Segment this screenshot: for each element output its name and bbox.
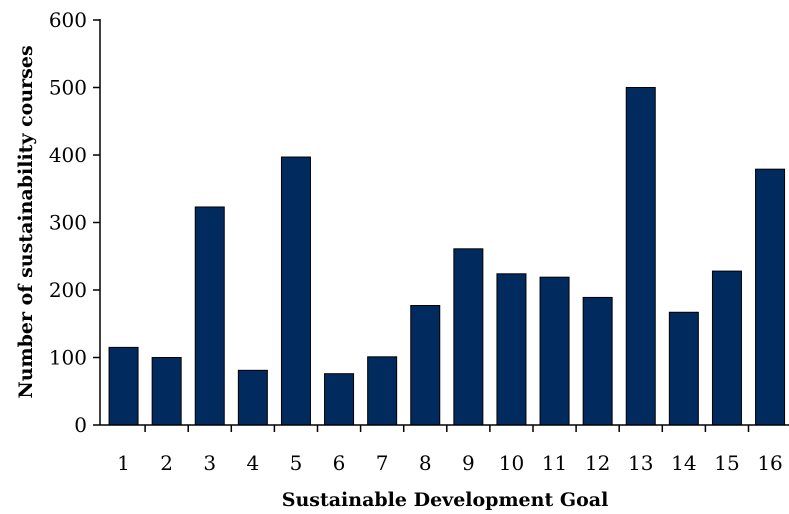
y-axis: 0 100 200 300 400 500 600 [49, 8, 101, 437]
y-tick-label: 200 [49, 278, 87, 302]
bar-sdg-14 [668, 311, 699, 426]
x-tick-label: 1 [117, 451, 130, 475]
bar-sdg-11 [539, 276, 570, 426]
x-tick-label: 7 [376, 451, 389, 475]
x-axis-title: Sustainable Development Goal [282, 489, 609, 511]
y-tick-label: 600 [49, 8, 87, 32]
bar-sdg-9 [453, 248, 484, 426]
bar-sdg-5 [280, 156, 311, 426]
x-tick-label: 5 [290, 451, 303, 475]
x-tick-label: 11 [542, 451, 567, 475]
y-axis-title: Number of sustainability courses [15, 45, 37, 398]
bar-sdg-8 [410, 305, 441, 426]
bar-sdg-15 [711, 270, 742, 426]
y-tick-label: 300 [49, 211, 87, 235]
x-tick-label: 15 [714, 451, 739, 475]
x-tick-label: 6 [333, 451, 346, 475]
y-tick-label: 0 [74, 413, 87, 437]
y-tick-label: 400 [49, 143, 87, 167]
bar-sdg-6 [324, 373, 355, 426]
x-tick-label: 16 [757, 451, 782, 475]
x-tick-label: 10 [499, 451, 524, 475]
bar-sdg-10 [496, 273, 527, 426]
bar-sdg-13 [625, 87, 656, 426]
x-axis: 1 2 3 4 5 6 7 8 9 10 11 12 13 14 15 16 [100, 424, 789, 475]
bar-sdg-7 [367, 356, 398, 426]
x-tick-label: 12 [585, 451, 610, 475]
x-tick-label: 13 [628, 451, 653, 475]
bar-sdg-4 [237, 369, 268, 426]
x-tick-label: 8 [419, 451, 432, 475]
x-tick-label: 4 [246, 451, 259, 475]
bar-sdg-1 [108, 346, 139, 426]
bar-sdg-16 [755, 168, 786, 426]
x-tick-label: 14 [671, 451, 696, 475]
x-tick-label: 2 [160, 451, 173, 475]
y-tick-label: 100 [49, 346, 87, 370]
x-tick-label: 9 [462, 451, 475, 475]
x-tick-label: 3 [203, 451, 216, 475]
y-tick-label: 500 [49, 76, 87, 100]
bars-group [108, 87, 786, 426]
bar-sdg-3 [194, 206, 225, 426]
bar-sdg-2 [151, 357, 182, 426]
bar-sdg-12 [582, 296, 613, 426]
